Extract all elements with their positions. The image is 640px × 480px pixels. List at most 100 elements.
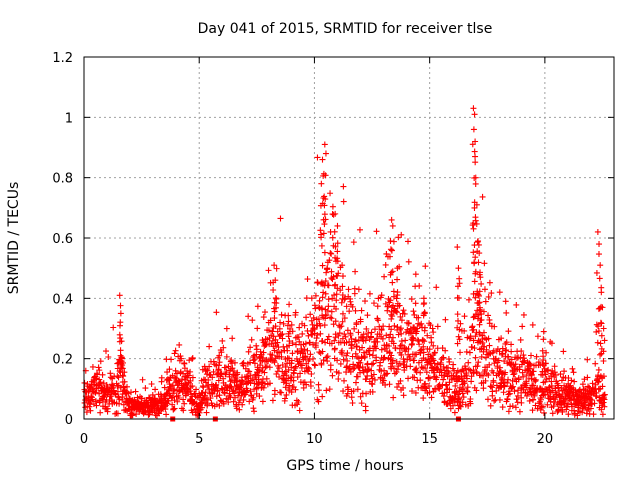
data-point [431,369,438,376]
data-point-spike [594,228,601,235]
data-point-spike [471,313,478,320]
y-tick-label: 1.2 [52,51,73,66]
data-point [425,374,432,381]
data-point [340,388,347,395]
data-point [299,330,306,337]
data-point-spike [472,159,479,166]
data-point-spike [470,314,477,321]
data-point [480,348,487,355]
data-point [289,340,296,347]
data-point [571,411,578,418]
data-point [253,342,260,349]
data-point [466,349,473,356]
data-point-spike [272,277,279,284]
data-point [479,372,486,379]
data-point [601,403,608,410]
data-point [114,410,121,417]
data-point [343,303,350,310]
data-point-spike [117,302,124,309]
data-point [290,377,297,384]
data-point [335,332,342,339]
data-point-spike [540,328,547,335]
data-point-spike [116,292,123,299]
data-point-spike [394,265,401,272]
data-point-spike [482,298,489,305]
data-point [360,331,367,338]
data-point [461,327,468,334]
data-point [510,371,517,378]
data-point [209,390,216,397]
data-point [342,333,349,340]
data-point [207,395,214,402]
data-point [362,403,369,410]
data-point [520,352,527,359]
data-point [308,295,315,302]
data-point [350,388,357,395]
data-point-spike [339,262,346,269]
data-point [433,374,440,381]
data-point-spike [333,291,340,298]
data-point [180,407,187,414]
data-point [116,368,123,375]
data-point [353,319,360,326]
data-point [468,343,475,350]
data-point-spike [271,299,278,306]
data-point [400,356,407,363]
data-point [232,387,239,394]
data-point [424,332,431,339]
data-point [307,351,314,358]
data-point [215,377,222,384]
data-point [139,376,146,383]
data-point [499,350,506,357]
data-point-spike [472,294,479,301]
data-point [372,326,379,333]
data-point [325,303,332,310]
data-point-spike [600,348,607,355]
data-point [378,346,385,353]
data-point [515,387,522,394]
data-point [286,382,293,389]
data-point-spike [387,246,394,253]
data-point-spike [388,269,395,276]
data-point [198,400,205,407]
data-point [324,336,331,343]
data-point [398,338,405,345]
data-point [373,357,380,364]
data-point [510,383,517,390]
data-point [514,392,521,399]
data-point [296,338,303,345]
data-point [548,340,555,347]
data-point [176,395,183,402]
data-point [388,352,395,359]
data-point-spike [470,290,477,297]
data-point [471,345,478,352]
data-point [490,369,497,376]
data-point [550,403,557,410]
data-point [498,351,505,358]
data-point [460,394,467,401]
data-point [501,358,508,365]
data-point [387,331,394,338]
data-point [537,396,544,403]
data-point-spike [475,291,482,298]
data-point [463,387,470,394]
data-point [317,322,324,329]
data-point [552,396,559,403]
data-point-spike [270,333,277,340]
data-point [184,385,191,392]
data-point [373,228,380,235]
data-point-spike [117,310,124,317]
data-point [322,278,329,285]
data-point [390,394,397,401]
data-point [425,383,432,390]
data-point [323,387,330,394]
data-point-spike [322,150,329,157]
data-point [369,381,376,388]
data-point [352,336,359,343]
data-point [189,354,196,361]
data-point [418,364,425,371]
data-point [593,393,600,400]
data-point [482,354,489,361]
data-point [444,373,451,380]
data-point [298,362,305,369]
